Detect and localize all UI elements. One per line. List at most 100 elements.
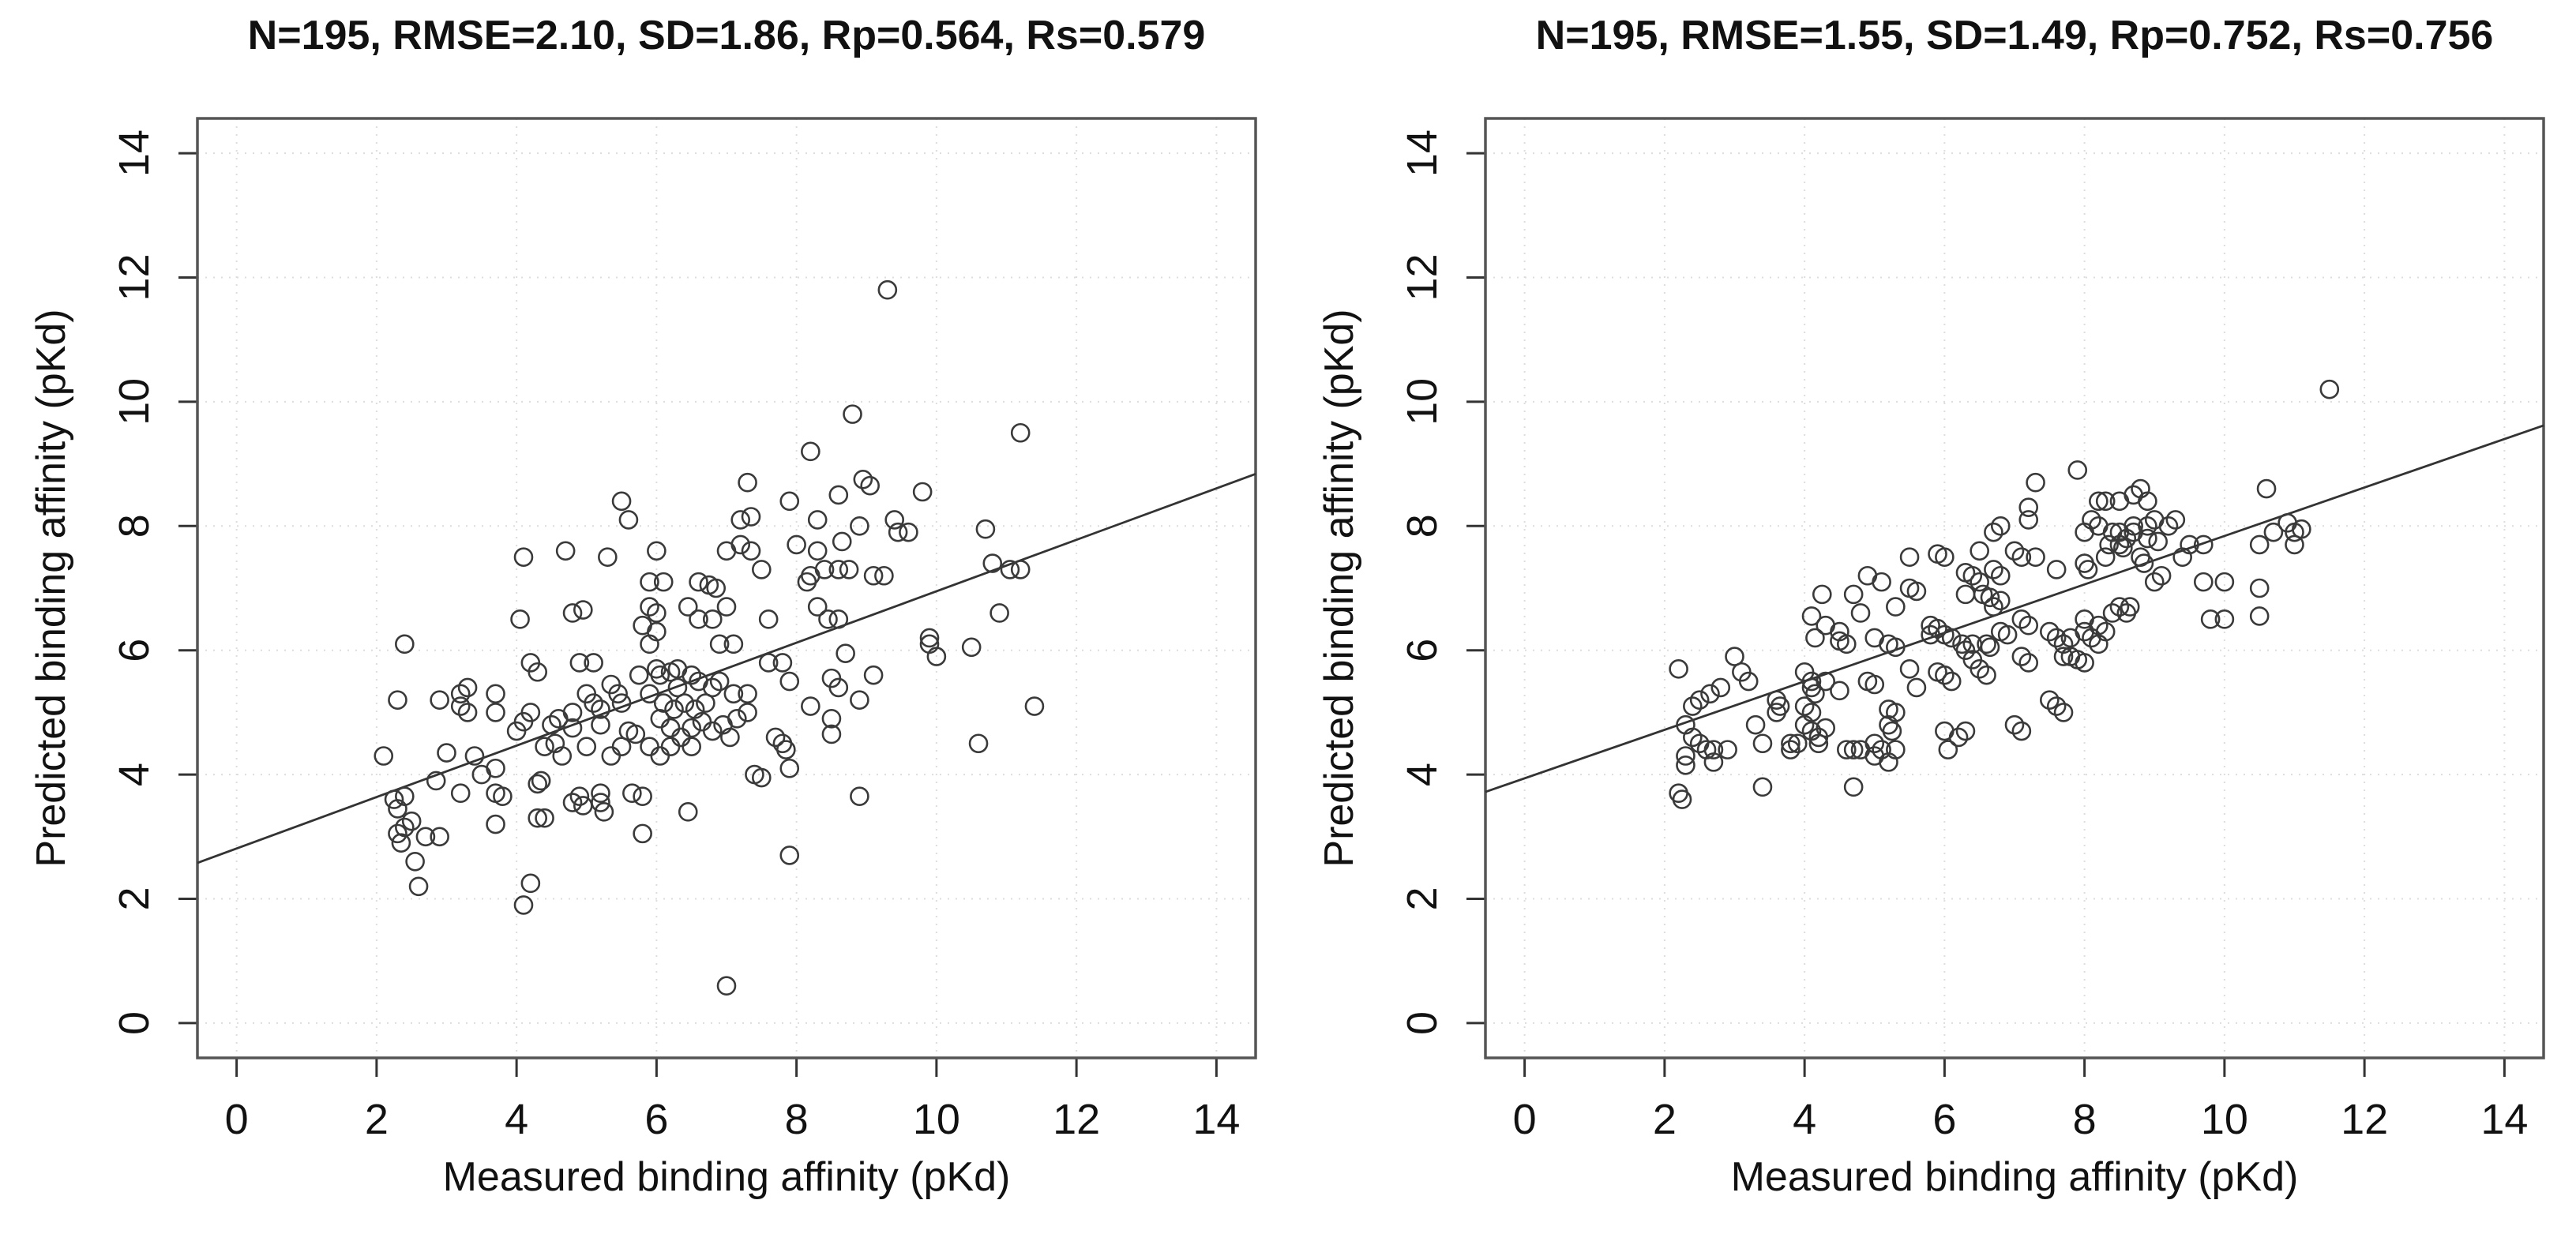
data-point	[528, 774, 548, 794]
data-point	[650, 708, 670, 729]
data-point	[730, 510, 751, 530]
data-point	[2026, 472, 2045, 493]
data-point	[584, 693, 603, 713]
data-point	[1872, 572, 1891, 592]
data-point	[2158, 516, 2179, 536]
data-point	[723, 684, 744, 704]
data-point	[2004, 714, 2025, 735]
x-tick-label: 6	[644, 1096, 668, 1143]
data-point	[2193, 572, 2214, 592]
data-point	[391, 833, 411, 853]
data-point	[720, 727, 740, 748]
data-point	[1906, 677, 1927, 698]
data-point	[779, 491, 800, 512]
data-point	[640, 572, 659, 592]
data-point	[716, 976, 737, 996]
data-point	[850, 690, 869, 710]
data-point	[486, 814, 505, 834]
data-point	[709, 671, 730, 692]
data-point	[741, 507, 761, 527]
data-point	[926, 647, 947, 666]
y-tick-label: 4	[1399, 763, 1446, 786]
data-point	[982, 553, 1003, 573]
data-point	[2200, 609, 2221, 629]
data-point	[2256, 478, 2277, 499]
data-point	[1990, 591, 2011, 611]
data-point	[863, 665, 884, 685]
data-point	[2113, 538, 2133, 558]
data-point	[660, 718, 681, 738]
data-point	[562, 793, 583, 812]
data-point	[2011, 721, 2032, 741]
data-point	[653, 693, 674, 713]
data-point	[884, 510, 904, 530]
data-point	[738, 684, 757, 704]
data-point	[640, 684, 659, 704]
data-point	[702, 609, 723, 629]
data-point	[401, 811, 422, 831]
data-point	[752, 767, 772, 788]
regression-line	[197, 473, 1256, 864]
data-point	[1801, 606, 1822, 626]
x-tick-label: 12	[1053, 1096, 1100, 1143]
x-tick-label: 8	[2073, 1096, 2097, 1143]
data-point	[2285, 534, 2304, 555]
data-point	[2116, 603, 2137, 623]
y-axis-label: Predicted binding affinity (pKd)	[1316, 309, 1362, 867]
data-point	[660, 737, 681, 756]
y-tick-label: 6	[1399, 639, 1446, 662]
data-point	[716, 541, 737, 561]
data-point	[1683, 727, 1703, 748]
data-point	[1921, 624, 1940, 645]
data-point	[457, 677, 478, 698]
data-point	[853, 469, 873, 489]
data-point	[2214, 572, 2235, 592]
data-point	[1864, 733, 1885, 754]
data-point	[797, 572, 817, 592]
y-tick-label: 8	[111, 514, 158, 538]
data-point	[1808, 733, 1829, 754]
data-point	[2138, 528, 2157, 549]
data-point	[1886, 597, 1906, 617]
data-point	[968, 733, 989, 754]
data-point	[738, 703, 757, 722]
data-point	[594, 802, 614, 822]
data-point	[2249, 578, 2270, 598]
data-point	[807, 541, 828, 561]
data-point	[1955, 721, 1976, 741]
y-tick-label: 14	[1399, 129, 1446, 177]
data-point	[388, 799, 407, 819]
data-point	[531, 771, 551, 791]
data-point	[772, 653, 793, 673]
data-point	[1676, 746, 1695, 766]
data-point	[2011, 609, 2032, 629]
data-point	[1816, 671, 1836, 692]
data-point	[2249, 606, 2270, 626]
data-point	[961, 637, 982, 658]
y-tick-label: 10	[111, 378, 158, 426]
data-point	[1906, 581, 1927, 602]
data-point	[975, 519, 996, 539]
data-point	[664, 699, 684, 719]
data-point	[702, 677, 723, 698]
data-point	[625, 724, 646, 744]
data-point	[689, 572, 708, 592]
data-point	[779, 671, 800, 692]
data-point	[678, 802, 698, 822]
chart-layer-left: 0 0 2 2 4 4 6 6 8 8 10 10 12 12 14 14	[111, 117, 1257, 1143]
data-point	[696, 693, 715, 713]
data-point	[464, 746, 485, 766]
data-point	[1879, 752, 1898, 772]
data-point	[682, 665, 701, 685]
data-point	[2053, 703, 2074, 722]
data-point	[1980, 637, 2000, 658]
data-point	[2144, 572, 2165, 592]
data-point	[576, 737, 597, 756]
data-point	[486, 758, 505, 778]
y-tick-label: 4	[111, 763, 158, 786]
data-point	[1718, 740, 1737, 759]
data-point	[709, 634, 730, 654]
data-point	[776, 740, 796, 759]
data-point	[821, 708, 842, 729]
data-point	[1787, 733, 1808, 754]
